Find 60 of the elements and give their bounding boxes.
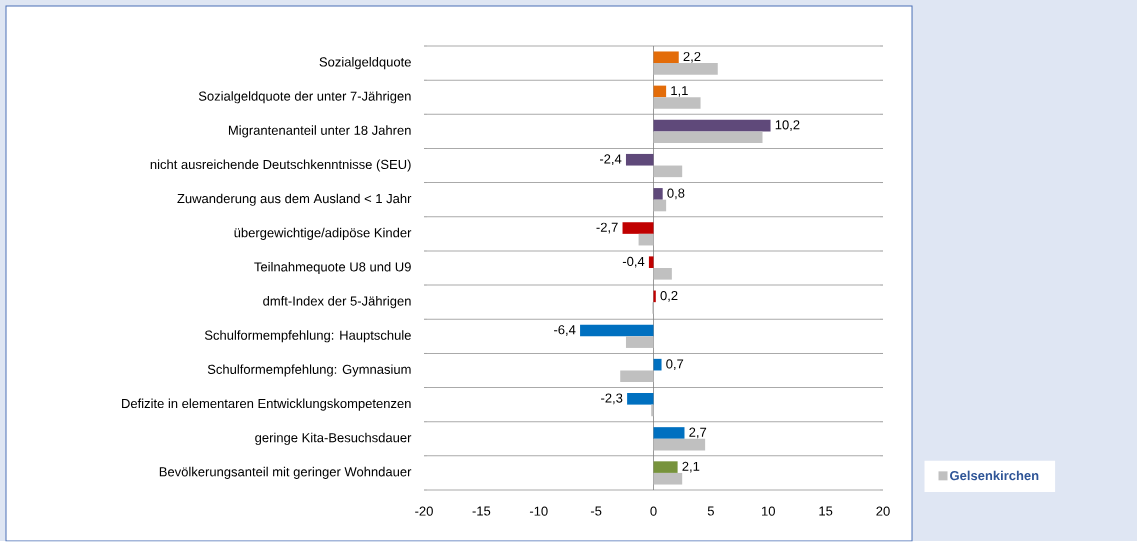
data-label: -6,4 [554, 325, 576, 337]
x-tick-label: -10 [529, 506, 548, 516]
data-label: -2,4 [599, 154, 622, 166]
x-tick-label: 10 [762, 506, 775, 516]
y-tick-label: Sozialgeldquote [319, 57, 411, 70]
bar [653, 188, 663, 200]
bar [653, 63, 718, 75]
x-tick-label: -15 [472, 506, 491, 516]
bar [653, 97, 701, 110]
x-tick-label: 5 [707, 506, 714, 516]
data-label: 1,1 [671, 86, 688, 97]
x-tick-label: 0 [650, 506, 657, 516]
bar [653, 359, 662, 371]
bar [653, 199, 667, 212]
y-tick-label: Schulformempfehlung: Gymnasium [207, 364, 411, 377]
y-tick-label: Defizite in elementaren Entwicklungskompetenzen [122, 398, 411, 411]
y-tick-label: Zuwanderung aus dem Ausland < 1 Jahr [177, 193, 412, 207]
bar [653, 131, 763, 144]
bar [653, 85, 667, 98]
y-tick-label: Bevölkerungsanteil mit geringer Wohndauer [159, 467, 412, 480]
bar [653, 473, 683, 485]
bar [648, 256, 654, 269]
x-tick-label: 15 [819, 506, 833, 516]
bar [653, 120, 771, 132]
data-label: 2,1 [682, 462, 700, 473]
data-label: 0,2 [660, 291, 678, 302]
bar [622, 222, 654, 235]
data-label: 2,7 [689, 427, 707, 439]
bar [625, 336, 654, 349]
data-label: 0,8 [667, 188, 685, 200]
bar [627, 393, 654, 405]
y-tick-label: Sozialgeldquote der unter 7-Jährigen [198, 91, 411, 104]
data-label: 2,2 [683, 52, 701, 63]
y-tick-label: Teilnahmequote U8 und U9 [254, 262, 411, 275]
bar [653, 268, 672, 280]
bar [653, 427, 685, 440]
data-label: 10,2 [775, 120, 800, 132]
bar [638, 234, 654, 246]
y-tick-label: dmft-Index der 5-Jährigen [263, 296, 411, 309]
y-tick-label: übergewichtige/adipöse Kinder [234, 228, 412, 241]
y-tick-label: nicht ausreichende Deutschkenntnisse (SEU) [150, 159, 411, 172]
x-tick-label: -20 [415, 506, 433, 516]
data-label: -0,4 [622, 257, 645, 268]
bar [620, 370, 654, 383]
bar [651, 404, 654, 417]
bar [653, 165, 683, 178]
x-tick-label: -5 [590, 506, 602, 516]
y-tick-label: Schulformempfehlung: Hauptschule [204, 330, 411, 343]
data-label: -2,7 [596, 222, 618, 234]
bar [580, 324, 654, 337]
legend-label: Gelsenkirchen [950, 470, 1039, 481]
bar [653, 461, 678, 474]
y-tick-label: geringe Kita-Besuchsdauer [255, 432, 412, 446]
data-label: -2,3 [601, 393, 623, 405]
bar [653, 439, 706, 451]
data-label: 0,7 [666, 359, 684, 371]
y-tick-label: Migrantenanteil unter 18 Jahren [228, 125, 411, 138]
x-tick-label: 20 [876, 506, 890, 516]
bar [625, 154, 654, 166]
bar [653, 51, 679, 64]
